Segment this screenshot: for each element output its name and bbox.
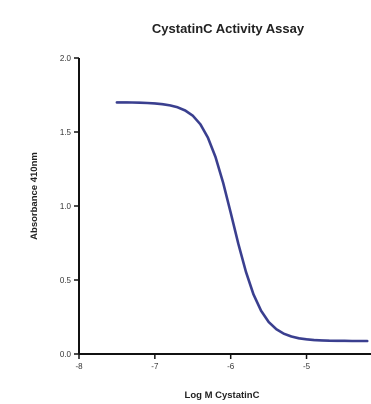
x-axis-title: Log M CystatinC: [185, 390, 260, 401]
x-tick-label: -5: [303, 362, 311, 371]
chart-title: CystatinC Activity Assay: [152, 21, 305, 36]
y-tick-label: 2.0: [60, 54, 72, 63]
x-tick-label: -6: [227, 362, 235, 371]
y-tick-label: 1.5: [60, 128, 72, 137]
series-group: [115, 101, 369, 343]
y-tick-label: 1.0: [60, 202, 72, 211]
x-tick-label: -8: [75, 362, 83, 371]
series-line: [115, 101, 369, 343]
y-axis-title: Absorbance 410nm: [29, 152, 40, 240]
tick-group: 0.0 0.5 1.0 1.5 2.0 -8 -7 -6 -5: [60, 54, 311, 371]
x-tick-label: -7: [151, 362, 159, 371]
y-tick-label: 0.0: [60, 350, 72, 359]
y-tick-label: 0.5: [60, 276, 72, 285]
